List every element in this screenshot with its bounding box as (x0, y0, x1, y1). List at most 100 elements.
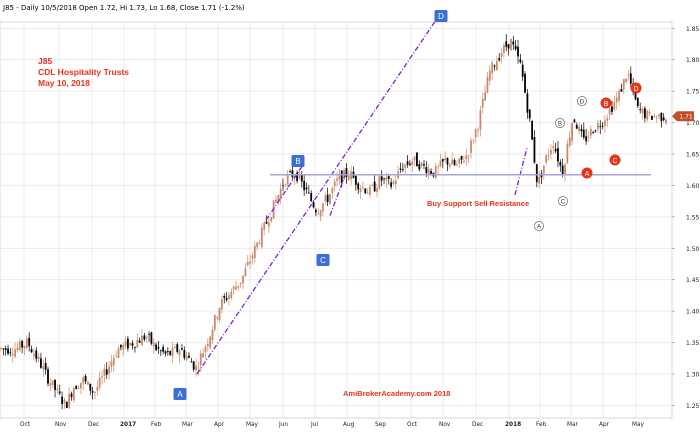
candle-body (456, 164, 458, 166)
candle-body (134, 346, 136, 348)
candle-body (500, 53, 503, 57)
candle-body (646, 110, 649, 120)
candle-body (519, 59, 522, 63)
candle-body (235, 286, 237, 290)
candle-body (594, 130, 597, 132)
candle-body (178, 350, 181, 356)
candle-body (138, 340, 141, 343)
candle-body (648, 112, 651, 114)
candle-body (627, 74, 630, 76)
candle-body (453, 160, 456, 165)
point-label-box (316, 254, 330, 266)
candle-body (176, 344, 179, 352)
candle-body (33, 353, 35, 356)
candle-body (61, 396, 63, 404)
candle-body (119, 344, 122, 348)
candle-body (326, 194, 329, 203)
candle-body (420, 162, 423, 166)
candle-body (557, 148, 559, 162)
candle-body (573, 119, 576, 123)
candle-body (662, 117, 665, 121)
candle-body (547, 155, 550, 157)
candle-body (296, 172, 298, 182)
candle-body (401, 169, 404, 171)
candle-body (324, 195, 327, 201)
candle-body (660, 112, 663, 122)
point-label-circle (630, 82, 642, 94)
y-tick-label: 1.25 (686, 403, 700, 410)
point-label-box (291, 155, 305, 167)
candle-body (526, 93, 529, 113)
candle-body (223, 296, 226, 298)
candle-body (242, 275, 244, 284)
candle-body (169, 351, 172, 355)
candle-body (423, 164, 425, 166)
candle-body (354, 176, 357, 185)
candle-body (315, 209, 317, 213)
candle-body (300, 175, 303, 182)
candle-body (406, 161, 409, 165)
point-label-text: C (612, 158, 617, 165)
candle-body (427, 168, 430, 176)
x-tick-label: Dec (88, 422, 99, 428)
trendline (196, 12, 442, 375)
candle-body (28, 337, 31, 347)
candle-body (629, 73, 632, 84)
x-tick-label: Apr (214, 422, 225, 428)
candle-body (655, 117, 658, 119)
candle-body (385, 177, 388, 181)
candle-body (319, 210, 322, 217)
y-tick-label: 1.40 (686, 309, 700, 316)
candle-body (448, 164, 451, 167)
candle-body (246, 262, 249, 266)
candle-body (164, 351, 167, 354)
candle-body (94, 391, 96, 393)
candle-body (253, 245, 256, 259)
candle-body (96, 386, 99, 391)
candle-body (162, 347, 165, 352)
candle-body (387, 176, 390, 179)
candle-body (42, 366, 45, 370)
x-tick-label: Aug (343, 422, 355, 428)
candle-body (413, 156, 416, 160)
candle-body (25, 338, 28, 348)
candle-body (89, 383, 92, 391)
candle-body (58, 391, 61, 394)
candle-body (124, 341, 127, 347)
candle-body (21, 340, 24, 348)
candle-body (150, 332, 153, 344)
candle-body (514, 45, 517, 50)
candle-body (371, 185, 374, 186)
point-label-circle (600, 97, 612, 109)
candle-body (131, 343, 134, 346)
candle-body (376, 188, 378, 192)
candle-body (286, 174, 289, 185)
candle-body (566, 143, 569, 164)
candle-body (190, 361, 193, 363)
x-tick-label: Sep (375, 422, 386, 428)
candle-body (430, 171, 432, 174)
candle-body (369, 186, 371, 195)
y-tick-label: 1.30 (686, 372, 700, 379)
last-price-text: 1.71 (679, 114, 693, 121)
company-name: CDL Hospitality Trusts (38, 67, 129, 77)
x-tick-label: Nov (55, 422, 67, 428)
candle-body (37, 356, 40, 360)
candle-body (265, 221, 268, 224)
candle-body (484, 92, 486, 101)
candle-body (174, 347, 176, 349)
candle-body (155, 344, 157, 351)
candle-body (517, 46, 519, 57)
candle-body (14, 349, 16, 357)
candle-body (604, 120, 606, 126)
x-tick-label: Nov (439, 422, 451, 428)
candle-body (606, 118, 609, 121)
candle-body (507, 44, 510, 49)
candle-body (498, 58, 501, 61)
point-label-circle (555, 118, 565, 128)
candle-body (152, 342, 155, 347)
candle-body (291, 170, 294, 178)
candle-body (364, 188, 367, 193)
candle-body (30, 349, 33, 353)
candle-body (213, 315, 216, 330)
